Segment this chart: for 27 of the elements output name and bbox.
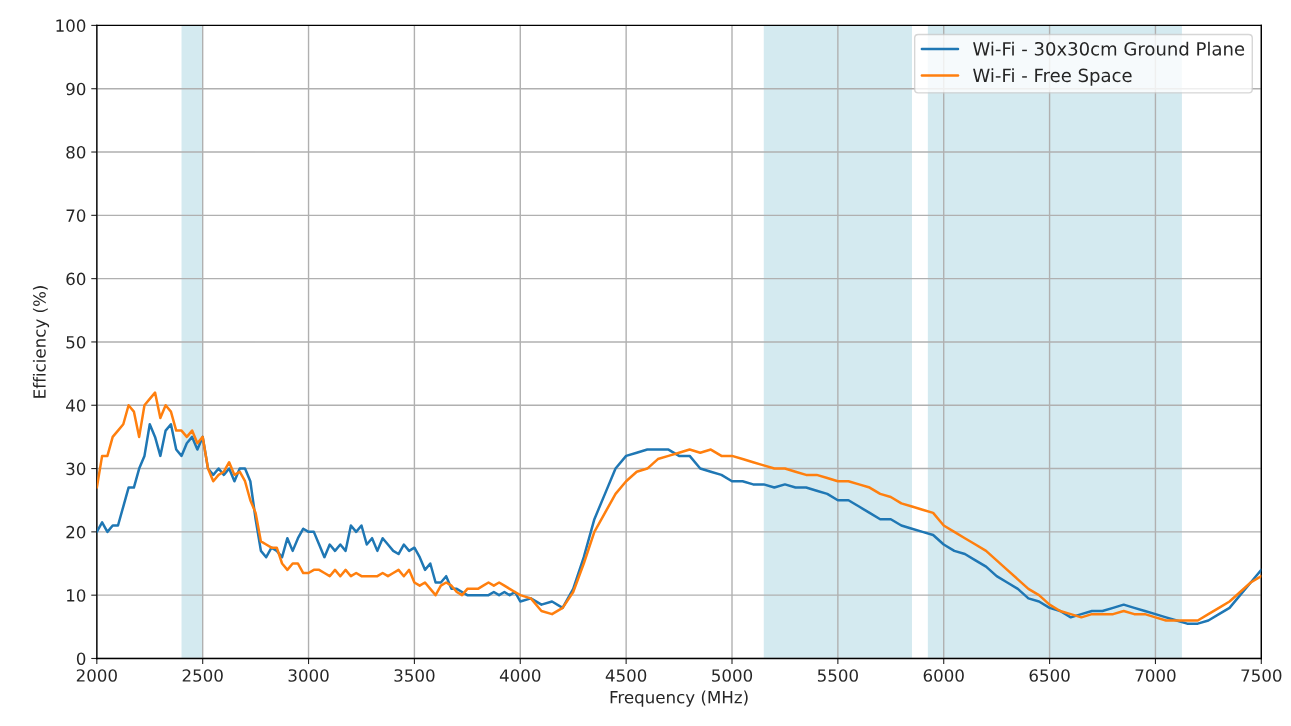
legend-label: Wi-Fi - Free Space — [973, 68, 1132, 86]
legend-label: Wi-Fi - 30x30cm Ground Plane — [973, 41, 1245, 56]
x-tick-label: 7500 — [1241, 669, 1282, 682]
y-tick-label: 90 — [66, 82, 86, 96]
x-tick-label: 6000 — [923, 669, 964, 682]
x-tick-label: 2500 — [182, 669, 223, 682]
y-tick-label: 100 — [56, 19, 86, 32]
x-tick-label: 4000 — [499, 669, 541, 682]
y-tick-label: 0 — [76, 652, 86, 666]
y-axis-title: Efficiency (%) — [32, 286, 50, 398]
x-tick-label: 4500 — [605, 669, 647, 682]
x-axis-title: Frequency (MHz) — [610, 690, 748, 707]
x-tick-label: 3000 — [288, 669, 329, 682]
y-tick-label: 60 — [66, 272, 86, 286]
x-tick-label: 2000 — [76, 669, 117, 682]
y-tick-label: 10 — [67, 589, 86, 602]
y-tick-label: 30 — [66, 462, 86, 476]
x-tick-label: 6500 — [1029, 669, 1070, 682]
y-tick-label: 40 — [66, 399, 86, 412]
x-tick-label: 5500 — [817, 669, 858, 682]
y-tick-label: 70 — [66, 209, 86, 222]
x-tick-label: 7000 — [1135, 669, 1176, 682]
x-tick-label: 5000 — [712, 669, 753, 682]
y-tick-label: 80 — [66, 145, 86, 159]
x-tick-label: 3500 — [394, 669, 435, 682]
y-tick-label: 20 — [66, 525, 86, 539]
y-tick-label: 50 — [66, 335, 86, 349]
